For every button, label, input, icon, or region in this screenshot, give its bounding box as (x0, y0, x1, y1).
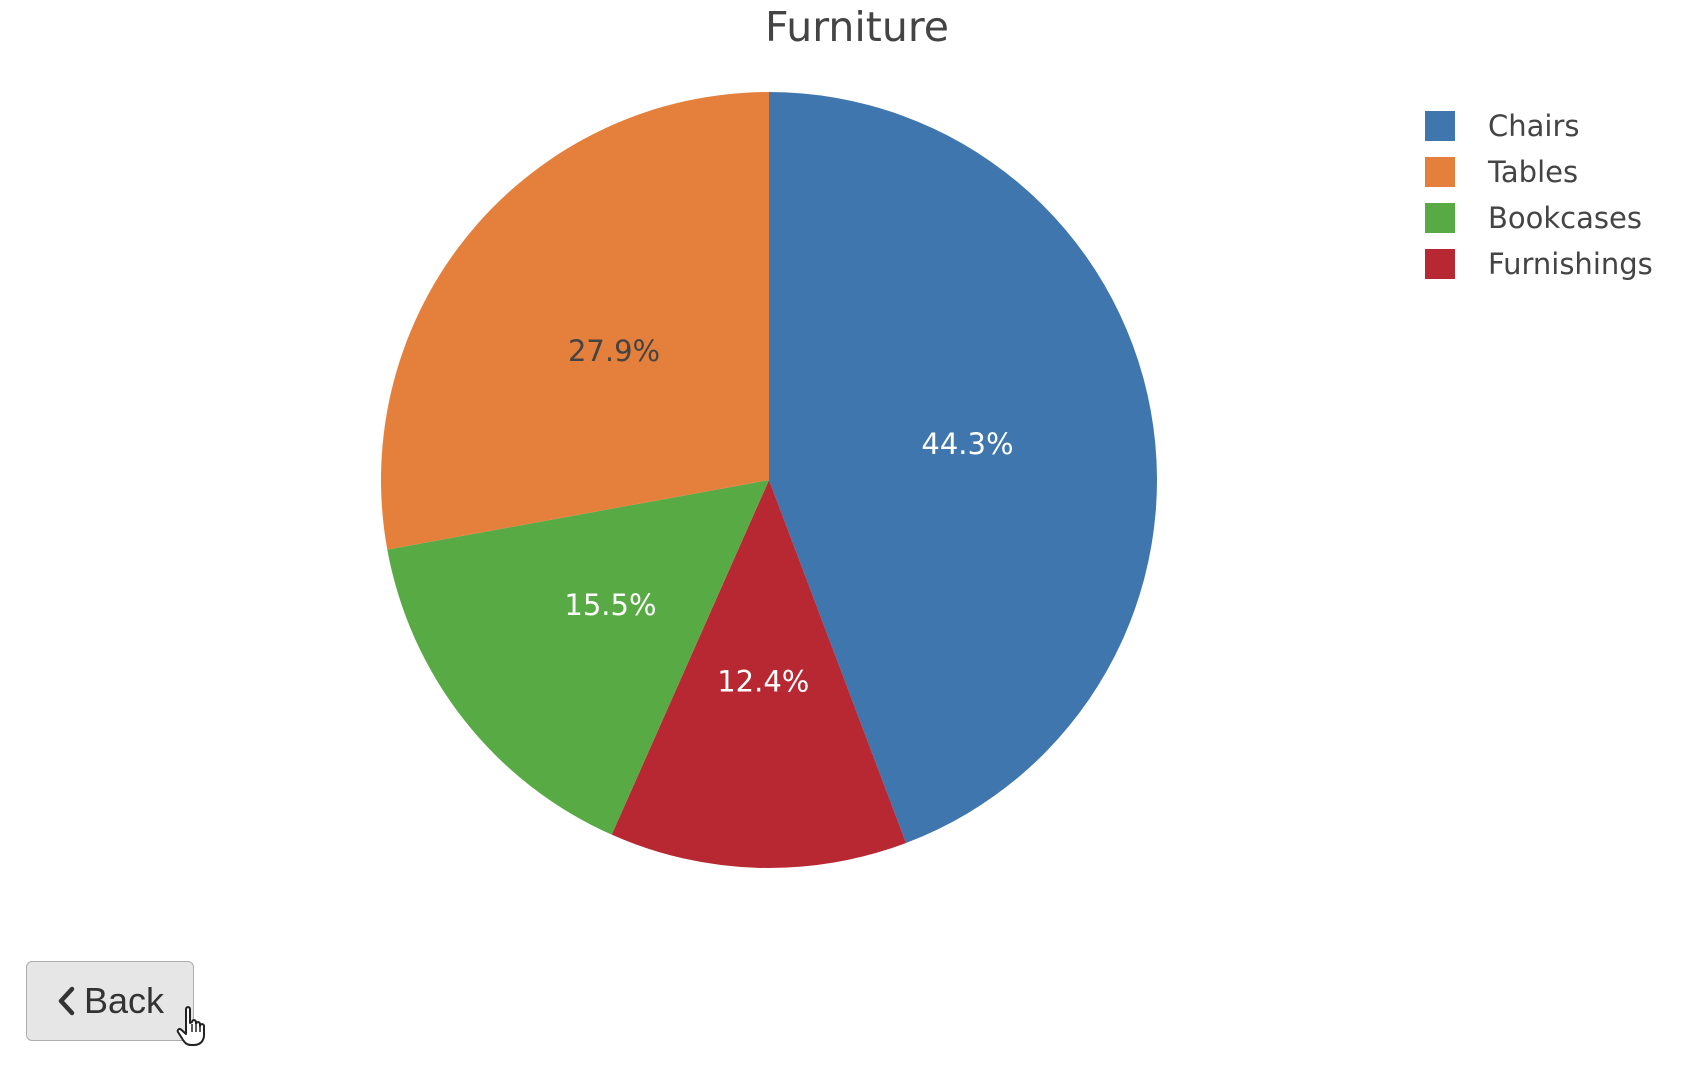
pie-slices (381, 92, 1157, 868)
pie-slice-furnishings[interactable] (611, 480, 907, 868)
legend-swatch-furnishings[interactable] (1425, 249, 1455, 279)
pie-slice-labels: 44.3% 12.4% 15.5% 27.9% (564, 334, 1013, 699)
legend-swatch-chairs[interactable] (1425, 111, 1455, 141)
legend-swatch-tables[interactable] (1425, 157, 1455, 187)
chart-title: Furniture (765, 3, 949, 51)
back-button-label: Back (83, 980, 165, 1021)
chevron-left-icon (58, 986, 75, 1016)
slice-label-tables: 27.9% (568, 334, 660, 368)
slice-label-furnishings: 12.4% (717, 665, 809, 699)
pie-slice-chairs[interactable] (769, 92, 1157, 844)
legend-label-bookcases[interactable]: Bookcases (1488, 201, 1642, 235)
slice-label-bookcases: 15.5% (564, 588, 656, 622)
legend-label-furnishings[interactable]: Furnishings (1488, 247, 1653, 281)
legend-label-chairs[interactable]: Chairs (1488, 109, 1580, 143)
legend: Chairs Tables Bookcases Furnishings (1425, 109, 1653, 281)
slice-label-chairs: 44.3% (921, 427, 1013, 461)
legend-swatch-bookcases[interactable] (1425, 203, 1455, 233)
back-button[interactable]: Back (26, 961, 194, 1041)
pie-slice-tables[interactable] (381, 92, 769, 550)
legend-label-tables[interactable]: Tables (1487, 155, 1578, 189)
pie-slice-bookcases[interactable] (387, 480, 769, 835)
